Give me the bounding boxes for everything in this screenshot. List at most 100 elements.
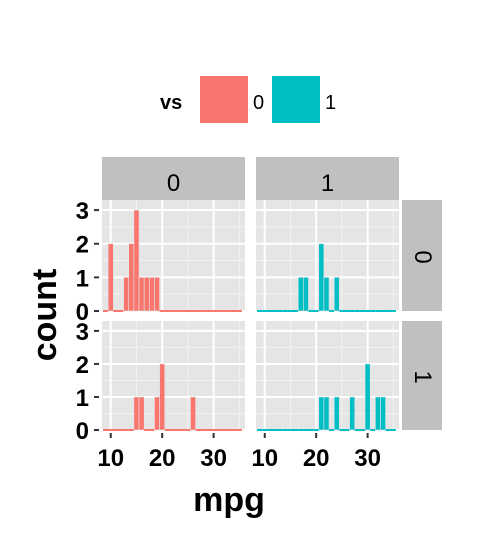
histogram-bar: [159, 363, 166, 431]
y-tick-label: 2: [76, 232, 89, 259]
histogram-bar: [205, 429, 212, 431]
histogram-bar: [195, 429, 201, 431]
histogram-bar: [180, 310, 186, 312]
histogram-bar: [385, 429, 391, 431]
histogram-bar: [323, 396, 330, 431]
histogram-bar: [211, 429, 217, 431]
histogram-bar: [282, 429, 288, 431]
column-strip-1: 1: [256, 157, 399, 200]
x-tick-label: 20: [303, 445, 330, 472]
y-tick-label: 1: [76, 385, 89, 412]
histogram-bar: [293, 310, 299, 312]
histogram-bar: [344, 429, 350, 431]
y-tick-label: 3: [76, 198, 89, 225]
histogram-bar: [380, 396, 386, 431]
histogram-bar: [390, 310, 396, 312]
histogram-bar: [231, 429, 237, 431]
histogram-bar: [257, 429, 263, 431]
histogram-bar: [370, 310, 376, 312]
legend-title: vs: [160, 92, 182, 114]
x-tick-label: 10: [251, 445, 278, 472]
x-tick-label: 10: [97, 445, 124, 472]
histogram-bar: [216, 310, 222, 312]
histogram-bar: [149, 277, 155, 312]
histogram-bar: [308, 429, 314, 431]
histogram-bar: [185, 429, 191, 431]
row-strip-label-0: 0: [409, 250, 436, 263]
histogram-bar: [313, 310, 319, 312]
panel-row1-col1: [256, 321, 399, 431]
histogram-bar: [190, 396, 196, 431]
legend: vs 0 1: [160, 76, 336, 123]
row-strip-0: 0: [402, 200, 442, 311]
histogram-bar: [236, 429, 242, 431]
histogram-bar: [164, 429, 170, 431]
histogram-bar: [267, 429, 273, 431]
histogram-bar: [236, 310, 242, 312]
histogram-bar: [154, 277, 160, 312]
y-tick-label: 2: [76, 352, 89, 379]
histogram-bar: [133, 396, 140, 431]
histogram-bar: [221, 310, 227, 312]
histogram-bar: [118, 429, 124, 431]
histogram-bar: [107, 243, 114, 312]
legend-label-0: 0: [253, 92, 264, 114]
histogram-bar: [190, 310, 196, 312]
histogram-bar: [272, 310, 278, 312]
histogram-bar: [175, 310, 181, 312]
y-tick-label: 0: [76, 299, 89, 326]
histogram-bar: [287, 429, 294, 431]
panel-row0-col1: [256, 200, 399, 312]
histogram-bar: [277, 310, 283, 312]
y-tick-label: 1: [76, 265, 89, 292]
histogram-bar: [318, 243, 325, 312]
legend-label-1: 1: [325, 92, 336, 114]
column-strip-0: 0: [102, 157, 245, 200]
histogram-bar: [390, 429, 396, 431]
histogram-bar: [216, 429, 222, 431]
histogram-bar: [149, 429, 155, 431]
histogram-bar: [333, 396, 340, 431]
histogram-bar: [108, 429, 114, 431]
histogram-bar: [277, 429, 283, 431]
histogram-bar: [200, 310, 206, 312]
histogram-bar: [175, 429, 181, 431]
panel-row0-col0: [102, 200, 245, 312]
histogram-bar: [303, 277, 309, 312]
histogram-bar: [339, 310, 345, 312]
histogram-bar: [297, 277, 304, 312]
x-axis-title: mpg: [193, 481, 265, 519]
histogram-bar: [221, 429, 227, 431]
histogram-bar: [385, 310, 391, 312]
column-strip-label-1: 1: [321, 170, 334, 197]
histogram-bar: [375, 396, 381, 431]
y-tick-label: 3: [76, 319, 89, 346]
histogram-bar: [226, 429, 232, 431]
histogram-bar: [298, 429, 304, 431]
histogram-bar: [231, 310, 237, 312]
histogram-bar: [359, 429, 366, 431]
histogram-bar: [211, 310, 217, 312]
histogram-bar: [349, 396, 356, 431]
histogram-bar: [262, 310, 268, 312]
histogram-bar: [303, 429, 309, 431]
histogram-bar: [329, 310, 335, 312]
histogram-bar: [267, 310, 273, 312]
histogram-bar: [375, 310, 381, 312]
panel-row1-col0: [102, 321, 245, 431]
histogram-bar: [143, 277, 150, 312]
histogram-bar: [103, 310, 109, 312]
x-tick-label: 30: [200, 445, 227, 472]
histogram-bar: [195, 310, 201, 312]
histogram-bar: [262, 429, 268, 431]
histogram-bar: [226, 310, 232, 312]
histogram-bar: [293, 429, 299, 431]
facet-panels: [102, 200, 399, 431]
histogram-bar: [359, 310, 366, 312]
row-strip-1: 1: [402, 321, 442, 430]
histogram-bar: [118, 310, 124, 312]
histogram-bar: [205, 310, 212, 312]
histogram-bar: [138, 277, 145, 312]
histogram-bar: [365, 310, 371, 312]
